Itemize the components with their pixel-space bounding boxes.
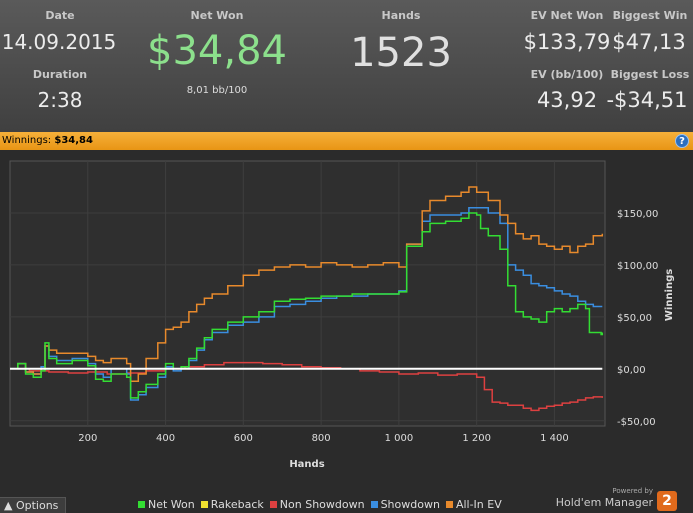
help-icon[interactable]: ? <box>675 134 689 148</box>
winnings-chart: 200 400 600 800 1 000 1 200 1 400 -$50,00 $0,00 $… <box>0 150 693 495</box>
series-line-net-won <box>10 212 604 399</box>
hands-value: 1523 <box>350 30 452 76</box>
winnings-chart-svg: 200 400 600 800 1 000 1 200 1 400 -$50,00 $0,00 $… <box>9 160 675 470</box>
legend-item-non-showdown[interactable]: Non Showdown <box>269 498 365 511</box>
duration-value: 2:38 <box>37 88 83 112</box>
legend-swatch <box>200 501 208 508</box>
ev-net-won-value: $133,79 <box>523 30 611 54</box>
date-value: 14.09.2015 <box>1 30 117 54</box>
x-tick-label: 200 <box>78 433 97 444</box>
powered-by-text: Powered by <box>612 487 653 495</box>
legend-item-all-in-ev[interactable]: All-In EV <box>445 498 502 511</box>
winnings-label: Winnings: <box>2 135 52 146</box>
options-button[interactable]: ▲ Options <box>0 497 66 513</box>
x-tick-label: 400 <box>156 433 175 444</box>
date-label: Date <box>45 9 75 22</box>
legend-swatch <box>370 501 378 508</box>
session-summary-header: Date 14.09.2015 Duration 2:38 Net Won $3… <box>0 0 693 132</box>
x-tick-label: 1 200 <box>462 433 491 444</box>
legend-swatch <box>445 501 453 508</box>
hm2-logo-icon: 2 <box>657 491 677 511</box>
legend-label: Non Showdown <box>279 498 365 511</box>
ev-net-won-label: EV Net Won <box>530 9 604 22</box>
x-tick-label: 1 400 <box>540 433 569 444</box>
biggest-win-label: Biggest Win <box>612 9 688 22</box>
biggest-win-value: $47,13 <box>612 30 686 54</box>
legend-item-showdown[interactable]: Showdown <box>370 498 440 511</box>
y-tick-label: -$50,00 <box>617 417 656 428</box>
legend-label: All-In EV <box>455 498 502 511</box>
bb-per-100-value: 8,01 bb/100 <box>186 85 248 96</box>
net-won-label: Net Won <box>190 9 244 22</box>
legend-item-rakeback[interactable]: Rakeback <box>200 498 264 511</box>
chart-footer: ▲ Options Net Won Rakeback Non Showdown Sho… <box>0 487 693 513</box>
winnings-value: $34,84 <box>54 135 93 146</box>
ev-bb-label: EV (bb/100) <box>530 68 604 81</box>
biggest-loss-label: Biggest Loss <box>610 68 690 81</box>
legend-swatch <box>269 501 277 508</box>
ev-bb-value: 43,92 <box>536 88 598 112</box>
chart-legend: Net Won Rakeback Non Showdown Showdown All-I… <box>138 498 508 511</box>
series-line-all-in-ev <box>10 186 604 383</box>
legend-item-net-won[interactable]: Net Won <box>138 498 195 511</box>
legend-label: Rakeback <box>210 498 264 511</box>
y-axis-label: Winnings <box>664 269 675 321</box>
brand-name: Hold'em Manager <box>555 496 653 509</box>
x-axis-label: Hands <box>289 459 324 470</box>
x-tick-label: 600 <box>234 433 253 444</box>
legend-label: Net Won <box>148 498 195 511</box>
options-label: Options <box>15 499 59 512</box>
biggest-loss-value: -$34,51 <box>606 88 688 112</box>
net-won-value: $34,84 <box>147 28 287 74</box>
x-tick-label: 1 000 <box>385 433 414 444</box>
legend-swatch <box>138 501 145 508</box>
y-tick-label: $100,00 <box>617 261 658 272</box>
x-tick-label: 800 <box>312 433 331 444</box>
y-tick-label: $0,00 <box>617 365 646 376</box>
chevron-up-icon: ▲ <box>4 499 13 512</box>
hands-label: Hands <box>381 9 421 22</box>
winnings-bar: Winnings: $34,84 ? <box>0 132 693 150</box>
y-tick-label: $150,00 <box>617 209 658 220</box>
legend-label: Showdown <box>380 498 440 511</box>
y-tick-label: $50,00 <box>617 313 652 324</box>
duration-label: Duration <box>32 68 88 81</box>
